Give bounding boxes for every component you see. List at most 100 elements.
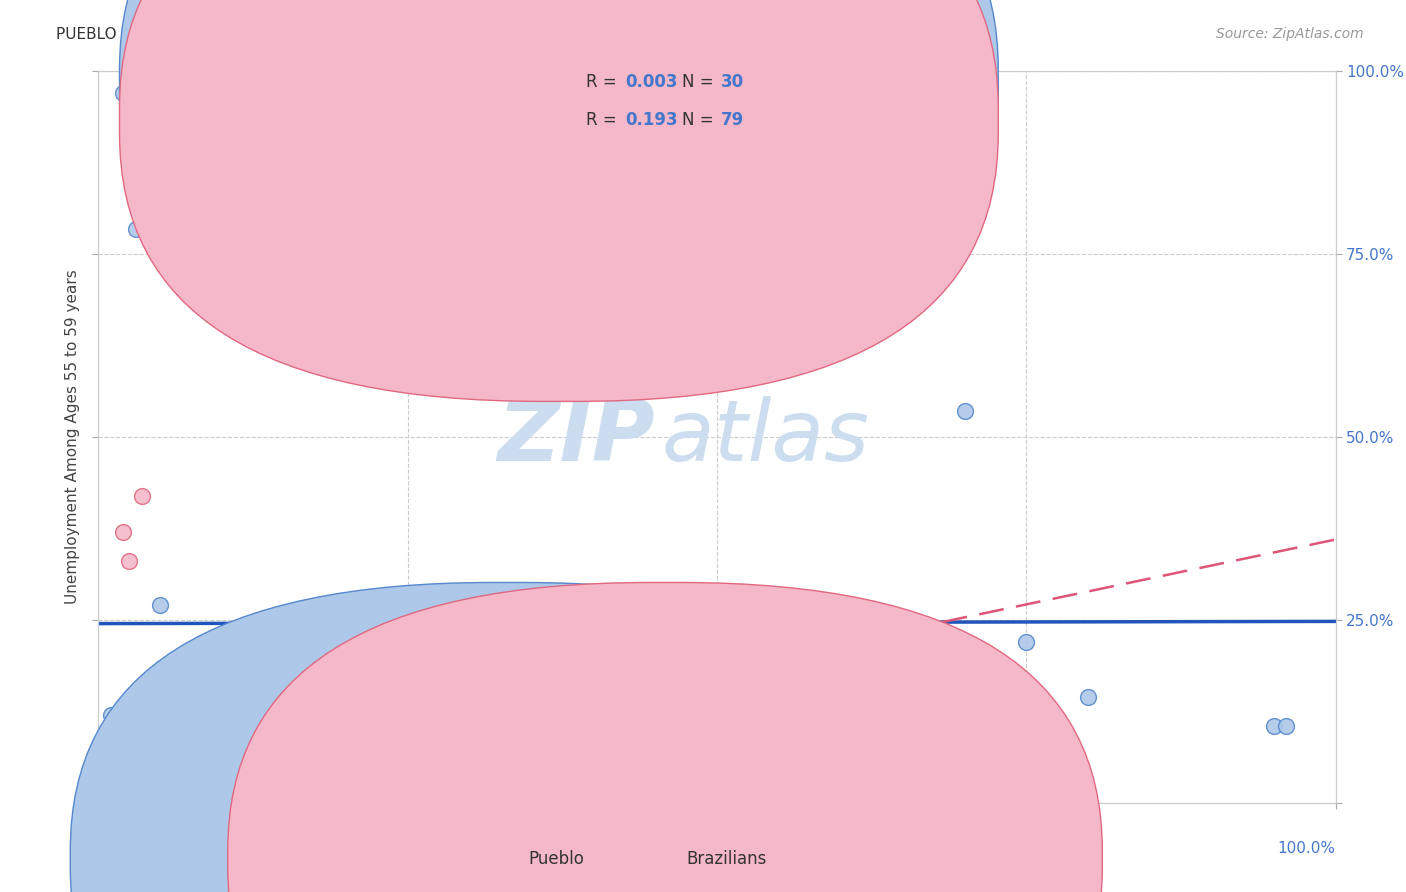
Point	[1275, 719, 1298, 733]
Point	[131, 489, 153, 503]
Point	[1015, 635, 1038, 649]
Text: ZIP: ZIP	[498, 395, 655, 479]
Point	[131, 781, 153, 796]
Point	[127, 789, 149, 803]
Text: N =: N =	[682, 112, 718, 129]
Point	[110, 792, 132, 806]
Point	[396, 785, 419, 799]
Point	[134, 792, 156, 806]
Point	[136, 773, 159, 788]
Point	[100, 708, 122, 723]
Point	[100, 789, 122, 803]
Point	[131, 789, 153, 804]
Point	[100, 766, 122, 780]
Point	[118, 554, 141, 568]
Point	[103, 792, 125, 806]
Text: 0.003: 0.003	[626, 73, 678, 91]
Point	[198, 792, 221, 806]
Point	[112, 785, 135, 799]
Point	[396, 697, 419, 711]
Point	[198, 789, 221, 803]
Point	[236, 789, 259, 804]
Point	[180, 781, 202, 796]
Y-axis label: Unemployment Among Ages 55 to 59 years: Unemployment Among Ages 55 to 59 years	[65, 269, 80, 605]
Point	[247, 792, 270, 806]
Point	[162, 789, 184, 803]
Point	[706, 733, 728, 747]
Point	[100, 723, 122, 737]
Point	[953, 404, 976, 418]
Point	[97, 792, 120, 806]
Point	[114, 787, 136, 801]
Point	[167, 792, 190, 806]
Text: Source: ZipAtlas.com: Source: ZipAtlas.com	[1216, 27, 1364, 41]
Point	[114, 789, 136, 804]
Point	[136, 789, 159, 803]
Point	[124, 752, 146, 766]
Point	[112, 759, 135, 773]
Point	[100, 792, 122, 806]
Point	[112, 700, 135, 714]
Point	[298, 792, 321, 806]
Point	[112, 87, 135, 101]
Text: 100.0%: 100.0%	[1278, 841, 1336, 856]
Point	[112, 792, 135, 806]
Point	[122, 789, 145, 803]
Point	[139, 792, 162, 806]
Point	[107, 792, 129, 806]
Point	[112, 789, 135, 803]
Point	[155, 777, 177, 792]
Point	[146, 792, 169, 806]
Point	[118, 781, 141, 796]
Point	[211, 792, 233, 806]
Text: atlas: atlas	[661, 395, 869, 479]
Point	[174, 789, 197, 803]
Point	[891, 653, 914, 667]
Point	[122, 792, 145, 806]
Point	[103, 789, 125, 804]
Point	[229, 792, 252, 806]
Point	[149, 787, 172, 801]
Point	[278, 170, 301, 185]
Point	[100, 737, 122, 751]
Point	[94, 789, 117, 804]
Point	[260, 786, 283, 800]
Point	[186, 792, 208, 806]
Point	[193, 792, 215, 806]
Point	[285, 789, 308, 803]
Point	[105, 785, 128, 799]
Point	[180, 792, 202, 806]
Text: PUEBLO VS BRAZILIAN UNEMPLOYMENT AMONG AGES 55 TO 59 YEARS CORRELATION CHART: PUEBLO VS BRAZILIAN UNEMPLOYMENT AMONG A…	[56, 27, 768, 42]
Point	[122, 773, 145, 788]
Point	[118, 792, 141, 806]
Point	[217, 792, 239, 806]
Point	[124, 221, 146, 235]
Point	[124, 792, 146, 806]
Point	[114, 792, 136, 806]
Point	[110, 789, 132, 804]
Point	[1077, 690, 1099, 704]
Point	[100, 773, 122, 788]
Point	[155, 789, 177, 803]
Point	[112, 789, 135, 803]
Point	[149, 766, 172, 780]
Point	[224, 792, 246, 806]
Point	[124, 781, 146, 796]
Point	[224, 785, 246, 799]
Point	[112, 525, 135, 540]
Point	[155, 792, 177, 806]
Point	[100, 789, 122, 804]
Point	[167, 785, 190, 799]
Point	[273, 792, 295, 806]
Point	[131, 792, 153, 806]
Point	[149, 792, 172, 806]
Point	[186, 768, 208, 782]
Point	[112, 752, 135, 766]
Point	[1263, 719, 1285, 733]
Point	[104, 792, 127, 806]
Point	[136, 781, 159, 796]
Point	[706, 748, 728, 763]
Point	[112, 773, 135, 788]
Point	[143, 792, 166, 806]
Text: Pueblo: Pueblo	[529, 850, 585, 868]
